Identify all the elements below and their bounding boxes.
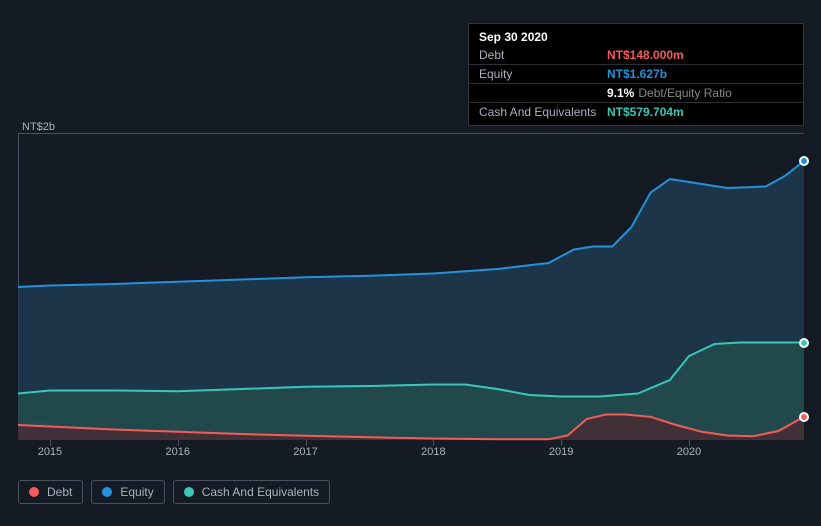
legend-dot-icon xyxy=(102,487,112,497)
chart-legend: Debt Equity Cash And Equivalents xyxy=(18,480,330,504)
legend-label: Equity xyxy=(120,485,153,499)
x-axis-label: 2018 xyxy=(421,446,445,458)
tooltip-date: Sep 30 2020 xyxy=(479,30,548,44)
series-marker xyxy=(799,338,809,348)
legend-dot-icon xyxy=(29,487,39,497)
tooltip-metric-label xyxy=(479,86,607,100)
x-axis-label: 2017 xyxy=(293,446,317,458)
tooltip-metric-value: NT$148.000m xyxy=(607,48,793,62)
legend-label: Cash And Equivalents xyxy=(202,485,319,499)
x-axis: 2015 2016 2017 2018 2019 2020 xyxy=(18,446,804,462)
chart-left-tick xyxy=(18,133,19,140)
series-marker xyxy=(799,412,809,422)
series-marker xyxy=(799,156,809,166)
tooltip-row: 9.1%Debt/Equity Ratio xyxy=(469,83,803,102)
x-axis-label: 2015 xyxy=(38,446,62,458)
tooltip-row: DebtNT$148.000m xyxy=(469,46,803,64)
chart-svg xyxy=(18,140,804,440)
legend-dot-icon xyxy=(184,487,194,497)
tooltip-metric-value: NT$579.704m xyxy=(607,105,793,119)
chart-tooltip: Sep 30 2020 DebtNT$148.000mEquityNT$1.62… xyxy=(468,23,804,126)
tooltip-metric-value: 9.1%Debt/Equity Ratio xyxy=(607,86,793,100)
tooltip-metric-label: Debt xyxy=(479,48,607,62)
tooltip-metric-extra: Debt/Equity Ratio xyxy=(638,86,731,100)
x-axis-label: 2019 xyxy=(549,446,573,458)
tooltip-row: EquityNT$1.627b xyxy=(469,64,803,83)
tooltip-metric-value: NT$1.627b xyxy=(607,67,793,81)
x-axis-label: 2020 xyxy=(677,446,701,458)
legend-item[interactable]: Equity xyxy=(91,480,164,504)
chart-top-border xyxy=(18,133,804,134)
x-axis-label: 2016 xyxy=(166,446,190,458)
legend-label: Debt xyxy=(47,485,72,499)
tooltip-metric-label: Equity xyxy=(479,67,607,81)
tooltip-row: Cash And EquivalentsNT$579.704m xyxy=(469,102,803,121)
legend-item[interactable]: Debt xyxy=(18,480,83,504)
legend-item[interactable]: Cash And Equivalents xyxy=(173,480,330,504)
y-axis-label-max: NT$2b xyxy=(22,121,55,133)
tooltip-metric-label: Cash And Equivalents xyxy=(479,105,607,119)
